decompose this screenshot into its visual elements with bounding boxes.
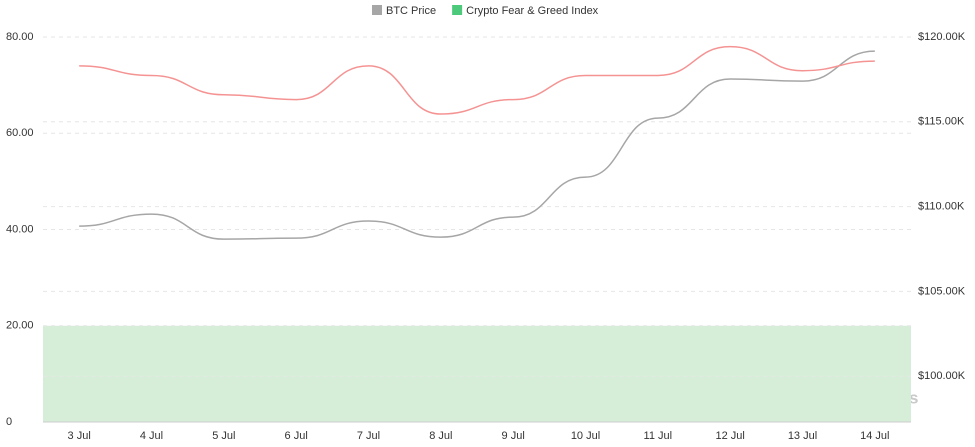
x-tick-label: 6 Jul [285,430,308,442]
legend-label: Crypto Fear & Greed Index [466,5,599,17]
y-tick-label: 60.00 [6,127,34,139]
fear-band [43,325,911,422]
x-tick-label: 5 Jul [212,430,235,442]
x-tick-label: 11 Jul [644,430,673,442]
y2-tick-label: $120.00K [918,31,966,43]
x-tick-label: 10 Jul [571,430,600,442]
legend-swatch [372,5,382,15]
y2-tick-label: $115.00K [918,116,965,128]
x-tick-label: 8 Jul [429,430,452,442]
y-tick-label: 20.00 [6,320,34,332]
x-tick-label: 4 Jul [140,430,163,442]
x-tick-label: 3 Jul [68,430,91,442]
legend-label: BTC Price [386,5,436,17]
x-tick-label: 7 Jul [357,430,380,442]
series-line [79,50,875,240]
x-tick-label: 12 Jul [715,430,744,442]
y2-tick-label: $100.00K [918,370,966,382]
legend-swatch [452,5,463,15]
x-tick-label: 9 Jul [502,430,525,442]
y2-tick-label: $105.00K [918,285,966,297]
series-line [79,45,875,115]
x-tick-label: 14 Jul [860,430,889,442]
y-tick-label: 80.00 [6,31,34,43]
x-tick-label: 13 Jul [788,430,817,442]
y-tick-label: 40.00 [6,223,34,235]
y2-tick-label: $110.00K [918,201,965,213]
y-tick-label: 0 [6,416,12,428]
